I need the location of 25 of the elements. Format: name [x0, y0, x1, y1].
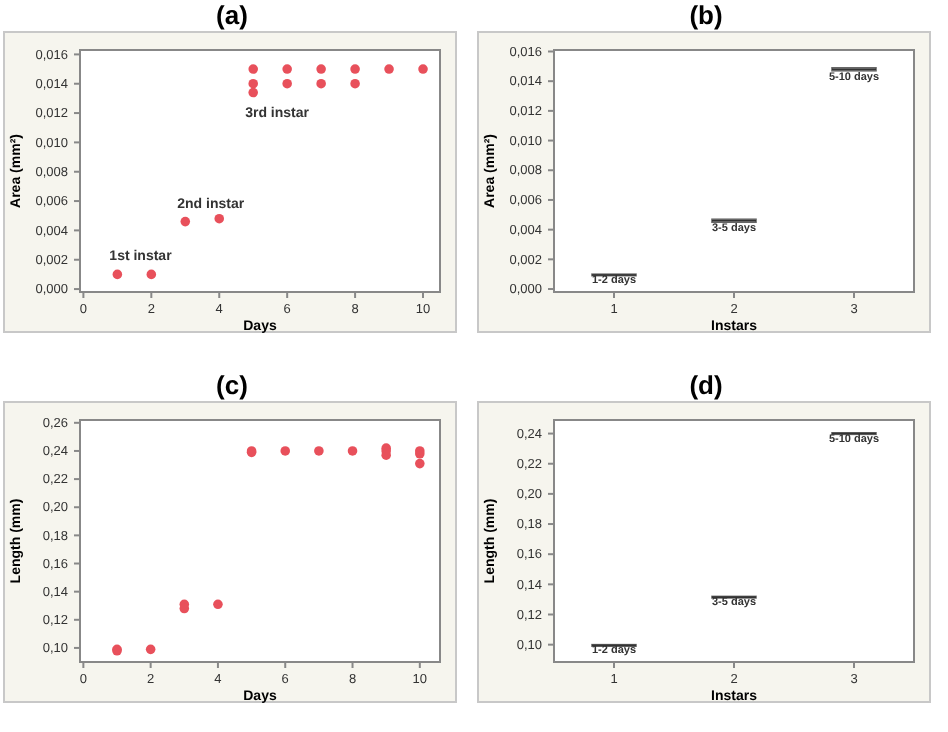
point — [347, 446, 358, 456]
point — [314, 446, 324, 456]
chart-title: (d) — [689, 370, 723, 400]
point — [214, 213, 225, 224]
point — [112, 269, 123, 280]
chart-title: (c) — [216, 370, 248, 400]
point — [316, 78, 326, 89]
point — [316, 64, 326, 74]
point — [418, 64, 428, 74]
point — [213, 599, 223, 610]
point — [248, 64, 258, 74]
point — [384, 64, 394, 74]
point — [280, 446, 291, 456]
point — [248, 78, 258, 89]
point — [146, 269, 157, 280]
chart-title: (b) — [689, 0, 723, 30]
point — [145, 644, 156, 655]
point — [180, 216, 191, 227]
point — [248, 87, 258, 98]
chart-title: (a) — [216, 0, 248, 30]
point — [350, 78, 360, 89]
point — [282, 64, 292, 74]
point — [350, 64, 360, 74]
point — [282, 78, 292, 89]
point — [415, 458, 425, 469]
